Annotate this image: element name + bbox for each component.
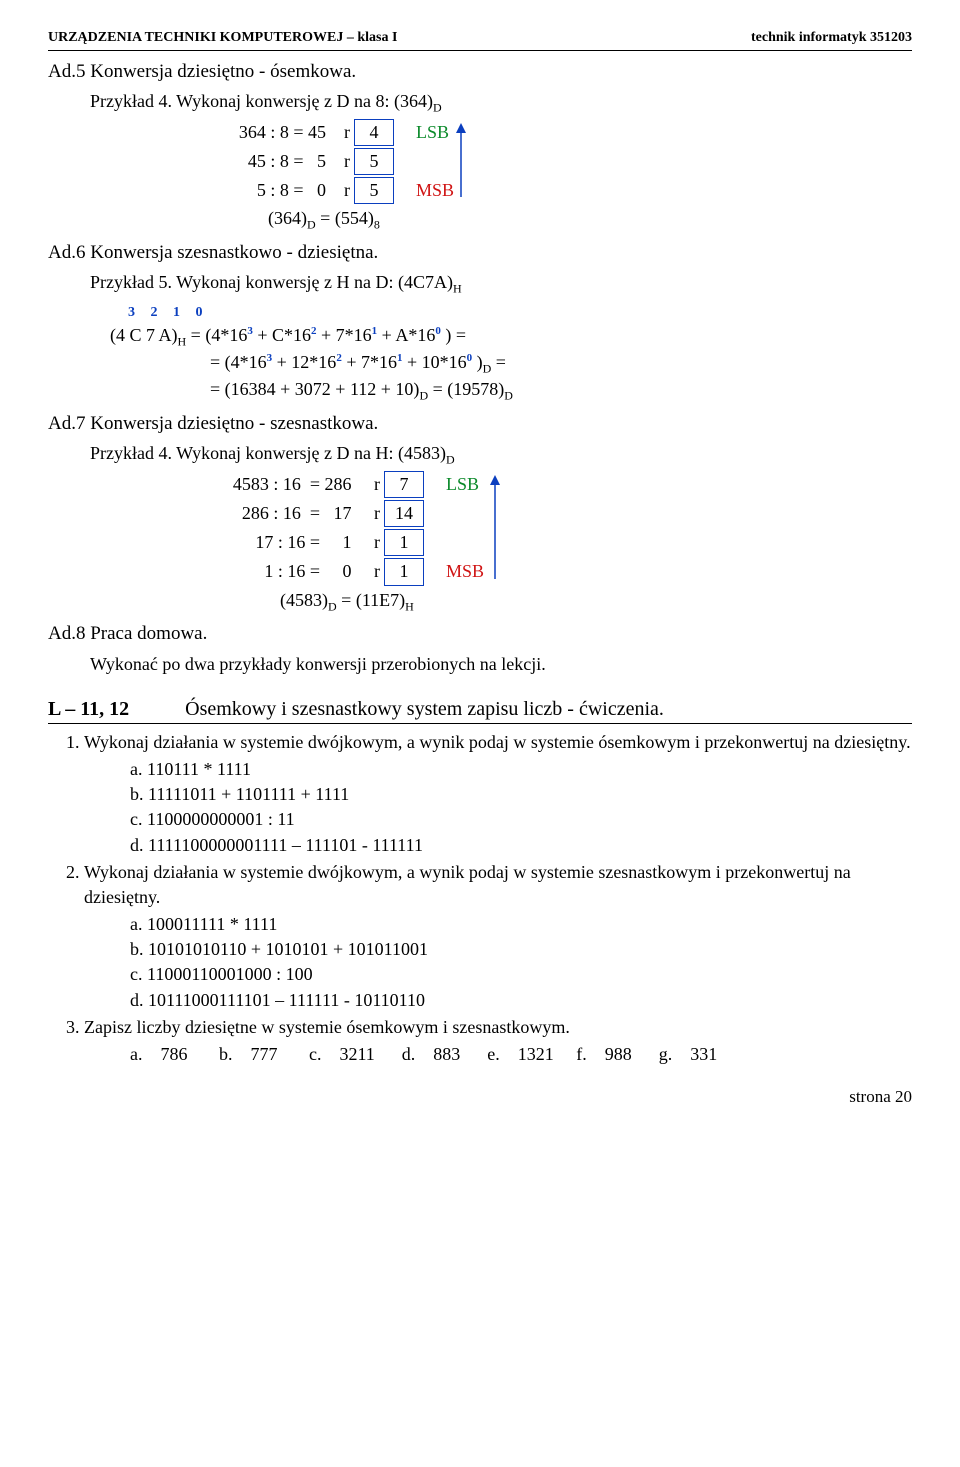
list-item: d. 1111100000001111 – 111101 - 111111 [130, 833, 912, 858]
remainder-box: 14 [384, 500, 424, 527]
ad6-title: Ad.6 Konwersja szesnastkowo - dziesiętna… [48, 240, 912, 267]
list-item: c. 1100000000001 : 11 [130, 807, 912, 832]
lsb-label: LSB [446, 472, 479, 497]
ad6-indices: 3 2 1 0 [128, 298, 912, 323]
ad6-line2: = (4*163 + 12*162 + 7*161 + 10*160 )D = [210, 350, 912, 377]
ad7-row-3: 1 : 16 = 0 r 1 MSB [150, 558, 912, 585]
lsb-label: LSB [416, 120, 449, 145]
ad7-title: Ad.7 Konwersja dziesiętno - szesnastkowa… [48, 411, 912, 438]
page-header: URZĄDZENIA TECHNIKI KOMPUTEROWEJ – klasa… [48, 28, 912, 51]
task-2-sub: a. 100011111 * 1111 b. 10101010110 + 101… [84, 912, 912, 1013]
task-3-sub: a. 786 b. 777 c. 3211 d. 883 e. 1321 f. … [84, 1042, 912, 1067]
task-list: Wykonaj działania w systemie dwójkowym, … [48, 730, 912, 1067]
ad5-row-2: 5 : 8 = 0 r 5 MSB [150, 177, 912, 204]
list-item: a. 786 b. 777 c. 3211 d. 883 e. 1321 f. … [130, 1042, 912, 1067]
l-section-header: L – 11, 12 Ósemkowy i szesnastkowy syste… [48, 695, 912, 724]
ad5-row-1: 45 : 8 = 5 r 5 [150, 148, 912, 175]
l-title: Ósemkowy i szesnastkowy system zapisu li… [185, 695, 664, 723]
ad7-row-2: 17 : 16 = 1 r 1 [150, 529, 912, 556]
ad5-conversion: 364 : 8 = 45 r 4 LSB 45 : 8 = 5 r 5 5 : … [48, 119, 912, 205]
remainder-box: 1 [384, 558, 424, 585]
ad6-example: Przykład 5. Wykonaj konwersję z H na D: … [90, 270, 912, 297]
ad8-title: Ad.8 Praca domowa. [48, 621, 912, 648]
ad7-row-0: 4583 : 16 = 286 r 7 LSB [150, 471, 912, 498]
task-3: Zapisz liczby dziesiętne w systemie ósem… [84, 1015, 912, 1067]
ad5-title: Ad.5 Konwersja dziesiętno - ósemkowa. [48, 59, 912, 86]
l-label: L – 11, 12 [48, 695, 129, 723]
ad8-text: Wykonać po dwa przykłady konwersji przer… [90, 652, 912, 677]
msb-label: MSB [446, 559, 484, 584]
ad5-example: Przykład 4. Wykonaj konwersję z D na 8: … [90, 89, 912, 116]
ad5-row-0: 364 : 8 = 45 r 4 LSB [150, 119, 912, 146]
arrow-up-icon [488, 475, 502, 579]
ad7-example: Przykład 4. Wykonaj konwersję z D na H: … [90, 441, 912, 468]
ad6-line1: (4 C 7 A)H = (4*163 + C*162 + 7*161 + A*… [110, 323, 912, 350]
list-item: b. 11111011 + 1101111 + 1111 [130, 782, 912, 807]
list-item: b. 10101010110 + 1010101 + 101011001 [130, 937, 912, 962]
remainder-box: 5 [354, 148, 394, 175]
task-1-sub: a. 110111 * 1111 b. 11111011 + 1101111 +… [84, 757, 912, 858]
list-item: c. 11000110001000 : 100 [130, 962, 912, 987]
list-item: a. 110111 * 1111 [130, 757, 912, 782]
msb-label: MSB [416, 178, 454, 203]
page-footer: strona 20 [48, 1085, 912, 1109]
header-left: URZĄDZENIA TECHNIKI KOMPUTEROWEJ – klasa… [48, 28, 397, 48]
ad7-result: (4583)D = (11E7)H [280, 588, 912, 615]
ad7-row-1: 286 : 16 = 17 r 14 [150, 500, 912, 527]
remainder-box: 7 [384, 471, 424, 498]
remainder-box: 4 [354, 119, 394, 146]
arrow-up-icon [454, 123, 468, 197]
list-item: a. 100011111 * 1111 [130, 912, 912, 937]
task-2: Wykonaj działania w systemie dwójkowym, … [84, 860, 912, 1013]
remainder-box: 5 [354, 177, 394, 204]
task-1: Wykonaj działania w systemie dwójkowym, … [84, 730, 912, 858]
ad5-result: (364)D = (554)8 [268, 206, 912, 233]
header-right: technik informatyk 351203 [751, 28, 912, 48]
remainder-box: 1 [384, 529, 424, 556]
list-item: d. 10111000111101 – 111111 - 10110110 [130, 988, 912, 1013]
ad6-line3: = (16384 + 3072 + 112 + 10)D = (19578)D [210, 377, 912, 404]
ad7-conversion: 4583 : 16 = 286 r 7 LSB 286 : 16 = 17 r … [48, 471, 912, 586]
